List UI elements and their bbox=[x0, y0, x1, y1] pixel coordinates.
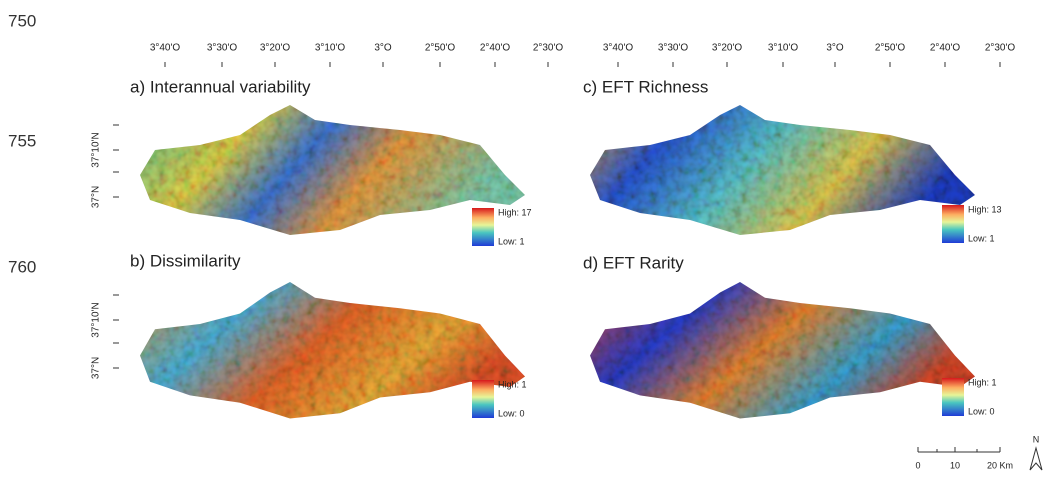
lon-label: 3°40'O bbox=[150, 43, 181, 54]
legend-ramp bbox=[472, 208, 494, 246]
lon-label: 2°30'O bbox=[533, 43, 564, 54]
legend-high: High: 17 bbox=[498, 207, 532, 217]
panel-title: c) EFT Richness bbox=[583, 77, 708, 96]
panel-title: b) Dissimilarity bbox=[130, 251, 241, 270]
legend-low: Low: 0 bbox=[968, 406, 995, 416]
legend-ramp bbox=[472, 380, 494, 418]
lon-label: 3°O bbox=[826, 43, 844, 54]
legend-low: Low: 1 bbox=[498, 236, 525, 246]
lon-label: 2°40'O bbox=[480, 43, 511, 54]
legend-high: High: 1 bbox=[968, 377, 997, 387]
map-area bbox=[590, 105, 975, 235]
lon-label: 3°10'O bbox=[315, 43, 346, 54]
lat-label: 37°10'N bbox=[91, 132, 102, 167]
lon-label: 3°30'O bbox=[658, 43, 689, 54]
north-arrow bbox=[1030, 448, 1042, 470]
map-area bbox=[140, 105, 525, 235]
lon-label: 3°20'O bbox=[712, 43, 743, 54]
scale-label: 10 bbox=[950, 460, 960, 470]
lon-label: 3°O bbox=[374, 43, 392, 54]
lat-label: 37°N bbox=[91, 186, 102, 208]
scale-label: 20 Km bbox=[987, 460, 1013, 470]
scale-label: 0 bbox=[915, 460, 920, 470]
figure: 750 755 760 3°40'O 3°30'O 3°20'O 3°10'O 3°O 2°50… bbox=[0, 0, 1043, 479]
line-number: 750 bbox=[8, 11, 36, 30]
legend-low: Low: 0 bbox=[498, 408, 525, 418]
legend-ramp bbox=[942, 205, 964, 243]
lon-label: 3°40'O bbox=[603, 43, 634, 54]
legend-high: High: 1 bbox=[498, 379, 527, 389]
panel-title: a) Interannual variability bbox=[130, 77, 311, 96]
lon-label: 2°30'O bbox=[985, 43, 1016, 54]
map-area bbox=[590, 282, 975, 419]
legend-low: Low: 1 bbox=[968, 233, 995, 243]
scale-bar bbox=[918, 447, 1000, 452]
legend-high: High: 13 bbox=[968, 204, 1002, 214]
legend-ramp bbox=[942, 378, 964, 416]
map-area bbox=[140, 282, 525, 419]
lon-label: 3°10'O bbox=[768, 43, 799, 54]
lon-label: 3°30'O bbox=[207, 43, 238, 54]
lat-label: 37°10'N bbox=[91, 302, 102, 337]
line-number: 755 bbox=[8, 131, 36, 150]
line-number: 760 bbox=[8, 257, 36, 276]
lat-label: 37°N bbox=[91, 357, 102, 379]
lon-label: 2°50'O bbox=[875, 43, 906, 54]
lon-label: 2°50'O bbox=[425, 43, 456, 54]
north-label: N bbox=[1033, 434, 1040, 444]
lon-label: 3°20'O bbox=[260, 43, 291, 54]
panel-title: d) EFT Rarity bbox=[583, 253, 684, 272]
lon-label: 2°40'O bbox=[930, 43, 961, 54]
